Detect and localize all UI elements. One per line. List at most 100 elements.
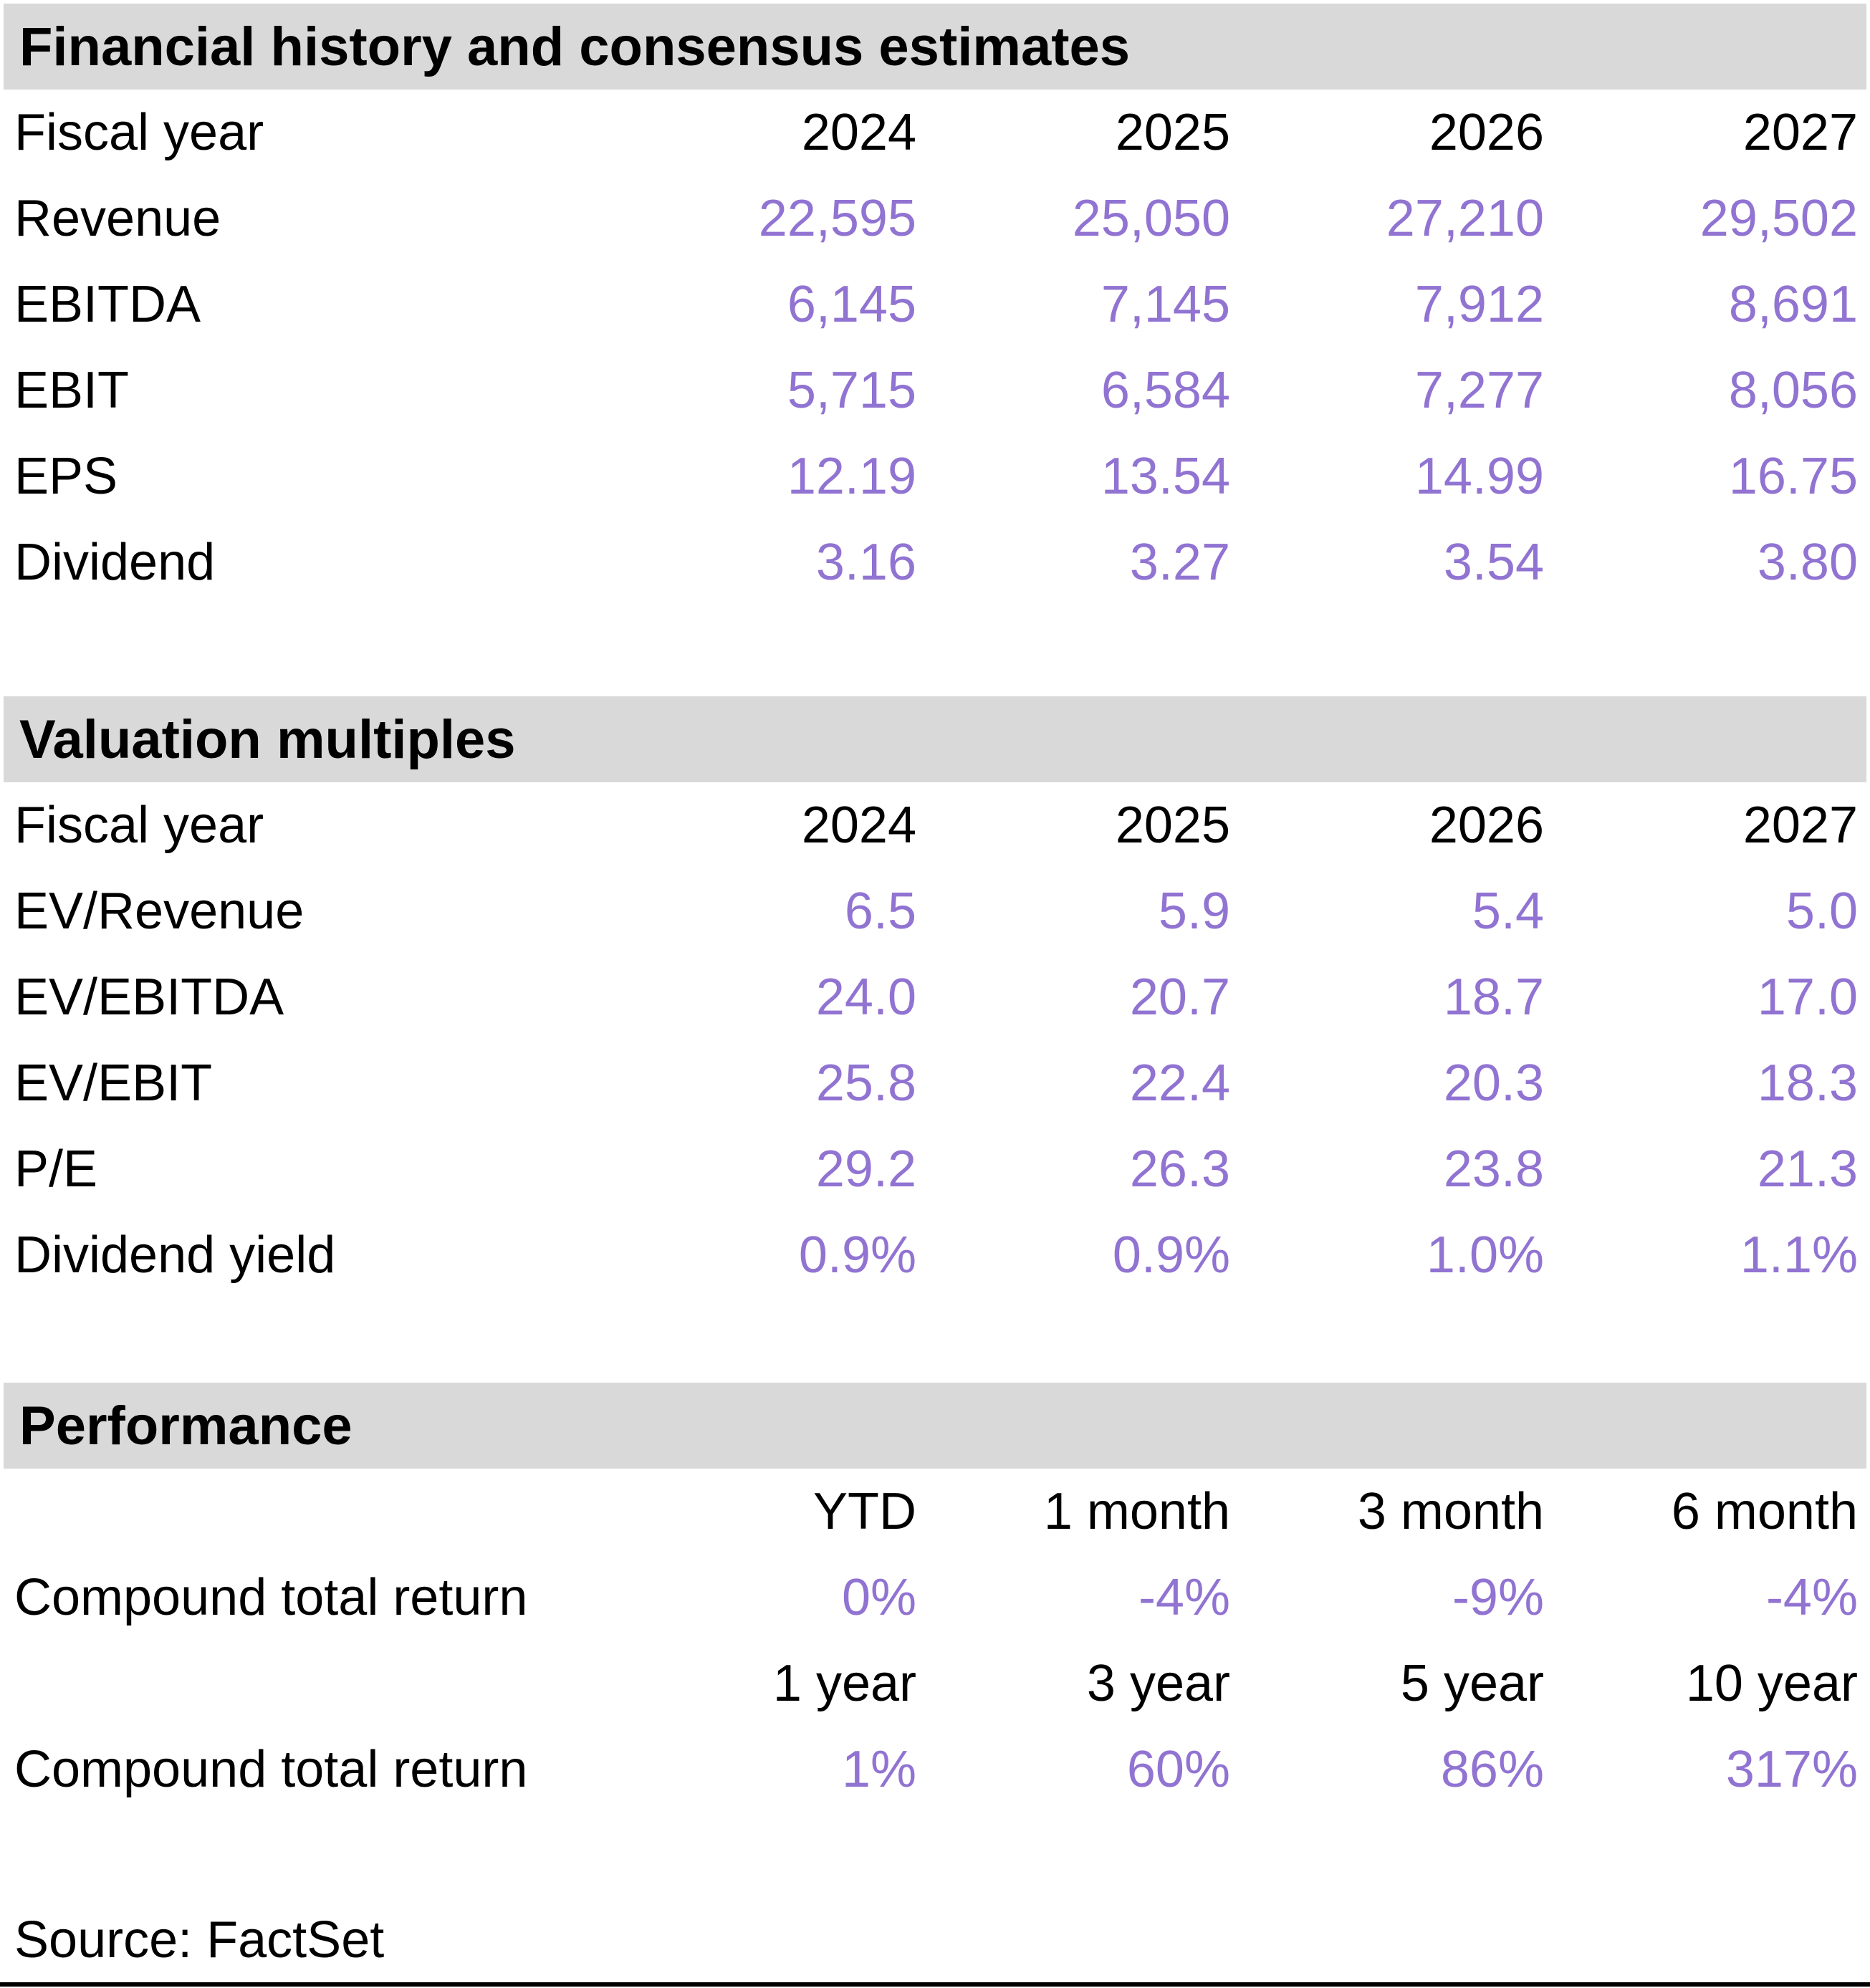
col-header-2025: 2025 (1115, 104, 1230, 161)
table-row-ev-revenue: EV/Revenue 6.5 5.9 5.4 5.0 (0, 868, 1870, 954)
ebit-2025: 6,584 (1101, 362, 1230, 419)
table-row-ev-ebitda: EV/EBITDA 24.0 20.7 18.7 17.0 (0, 954, 1870, 1040)
col-header-2027-2: 2027 (1742, 797, 1858, 854)
return-1-month: -4% (1138, 1569, 1230, 1626)
ebitda-2026: 7,912 (1414, 276, 1544, 333)
revenue-2024: 22,595 (758, 190, 916, 247)
section-header-performance: Performance (4, 1383, 1866, 1469)
row-label-ev-ebit: EV/EBIT (14, 1055, 213, 1112)
dividend-2024: 3.16 (815, 534, 916, 591)
row-label-fiscal-year-2: Fiscal year (14, 797, 264, 854)
footer-gap (0, 1812, 1870, 1897)
return-3-month: -9% (1452, 1569, 1544, 1626)
bottom-border-rule (0, 1982, 1870, 1987)
col-header-2026: 2026 (1429, 104, 1544, 161)
section-gap (0, 1298, 1870, 1383)
eps-2027: 16.75 (1728, 448, 1858, 505)
row-label-dividend-yield: Dividend yield (14, 1226, 336, 1284)
ebitda-2027: 8,691 (1728, 276, 1858, 333)
col-header-2026-2: 2026 (1429, 797, 1544, 854)
fiscal-year-header-row-2: Fiscal year 2024 2025 2026 2027 (0, 782, 1870, 868)
ev-ebitda-2027: 17.0 (1757, 969, 1858, 1026)
section-title-financial-history: Financial history and consensus estimate… (19, 16, 1131, 77)
ev-ebitda-2025: 20.7 (1129, 969, 1230, 1026)
dividend-yield-2026: 1.0% (1426, 1226, 1544, 1284)
row-label-eps: EPS (14, 448, 118, 505)
revenue-2025: 25,050 (1072, 190, 1230, 247)
col-header-3-year: 3 year (1086, 1655, 1230, 1712)
ev-ebit-2025: 22.4 (1129, 1055, 1230, 1112)
ev-ebitda-2024: 24.0 (815, 969, 916, 1026)
row-label-ev-ebitda: EV/EBITDA (14, 969, 284, 1026)
ev-revenue-2026: 5.4 (1472, 883, 1544, 940)
col-header-ytd: YTD (813, 1483, 916, 1540)
ev-revenue-2025: 5.9 (1158, 883, 1230, 940)
col-header-1-year: 1 year (772, 1655, 916, 1712)
return-5-year: 86% (1440, 1741, 1544, 1798)
dividend-yield-2027: 1.1% (1740, 1226, 1858, 1284)
section-gap (0, 605, 1870, 696)
pe-2024: 29.2 (815, 1141, 916, 1198)
return-6-month: -4% (1765, 1569, 1858, 1626)
row-label-revenue: Revenue (14, 190, 221, 247)
col-header-2025-2: 2025 (1115, 797, 1230, 854)
table-row-ebit: EBIT 5,715 6,584 7,277 8,056 (0, 347, 1870, 433)
performance-header-row-short-term: YTD 1 month 3 month 6 month (0, 1469, 1870, 1555)
table-row-pe: P/E 29.2 26.3 23.8 21.3 (0, 1126, 1870, 1212)
source-note: Source: FactSet (14, 1911, 385, 1969)
row-label-compound-total-return: Compound total return (14, 1741, 528, 1798)
col-header-10-year: 10 year (1685, 1655, 1858, 1712)
dividend-2025: 3.27 (1129, 534, 1230, 591)
ev-revenue-2027: 5.0 (1785, 883, 1858, 940)
ev-ebitda-2026: 18.7 (1443, 969, 1544, 1026)
col-header-2024-2: 2024 (801, 797, 916, 854)
section-title-valuation-multiples: Valuation multiples (19, 709, 516, 770)
col-header-5-year: 5 year (1400, 1655, 1544, 1712)
col-header-2027: 2027 (1742, 104, 1858, 161)
ev-revenue-2024: 6.5 (844, 883, 916, 940)
table-row-ev-ebit: EV/EBIT 25.8 22.4 20.3 18.3 (0, 1040, 1870, 1126)
row-label-compound-total-return: Compound total return (14, 1569, 528, 1626)
pe-2027: 21.3 (1757, 1141, 1858, 1198)
row-label-ev-revenue: EV/Revenue (14, 883, 305, 940)
return-1-year: 1% (841, 1741, 916, 1798)
dividend-yield-2024: 0.9% (798, 1226, 916, 1284)
ebitda-2024: 6,145 (787, 276, 916, 333)
eps-2026: 14.99 (1414, 448, 1544, 505)
col-header-6-month: 6 month (1671, 1483, 1858, 1540)
ebit-2027: 8,056 (1728, 362, 1858, 419)
ev-ebit-2026: 20.3 (1443, 1055, 1544, 1112)
return-3-year: 60% (1126, 1741, 1230, 1798)
ev-ebit-2024: 25.8 (815, 1055, 916, 1112)
section-title-performance: Performance (19, 1395, 353, 1456)
pe-2026: 23.8 (1443, 1141, 1544, 1198)
table-row-compound-total-return-long: Compound total return 1% 60% 86% 317% (0, 1727, 1870, 1812)
row-label-ebitda: EBITDA (14, 276, 201, 333)
return-10-year: 317% (1725, 1741, 1858, 1798)
ebit-2026: 7,277 (1414, 362, 1544, 419)
dividend-2026: 3.54 (1443, 534, 1544, 591)
revenue-2027: 29,502 (1699, 190, 1858, 247)
row-label-fiscal-year: Fiscal year (14, 104, 264, 161)
col-header-1-month: 1 month (1043, 1483, 1230, 1540)
row-label-ebit: EBIT (14, 362, 130, 419)
ebitda-2025: 7,145 (1101, 276, 1230, 333)
revenue-2026: 27,210 (1386, 190, 1544, 247)
eps-2025: 13.54 (1101, 448, 1230, 505)
table-row-dividend-yield: Dividend yield 0.9% 0.9% 1.0% 1.1% (0, 1212, 1870, 1298)
row-label-pe: P/E (14, 1141, 98, 1198)
section-header-valuation-multiples: Valuation multiples (4, 696, 1866, 782)
table-row-compound-total-return-short: Compound total return 0% -4% -9% -4% (0, 1555, 1870, 1641)
col-header-2024: 2024 (801, 104, 916, 161)
table-row-eps: EPS 12.19 13.54 14.99 16.75 (0, 433, 1870, 519)
row-label-dividend: Dividend (14, 534, 216, 591)
return-ytd: 0% (841, 1569, 916, 1626)
ebit-2024: 5,715 (787, 362, 916, 419)
table-row-ebitda: EBITDA 6,145 7,145 7,912 8,691 (0, 261, 1870, 347)
source-row: Source: FactSet (0, 1897, 1870, 1983)
dividend-yield-2025: 0.9% (1112, 1226, 1230, 1284)
eps-2024: 12.19 (787, 448, 916, 505)
col-header-3-month: 3 month (1357, 1483, 1544, 1540)
ev-ebit-2027: 18.3 (1757, 1055, 1858, 1112)
